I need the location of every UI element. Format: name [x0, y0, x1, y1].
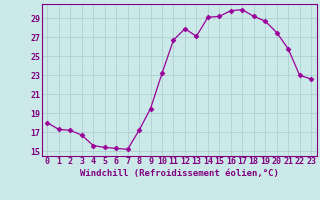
X-axis label: Windchill (Refroidissement éolien,°C): Windchill (Refroidissement éolien,°C): [80, 169, 279, 178]
